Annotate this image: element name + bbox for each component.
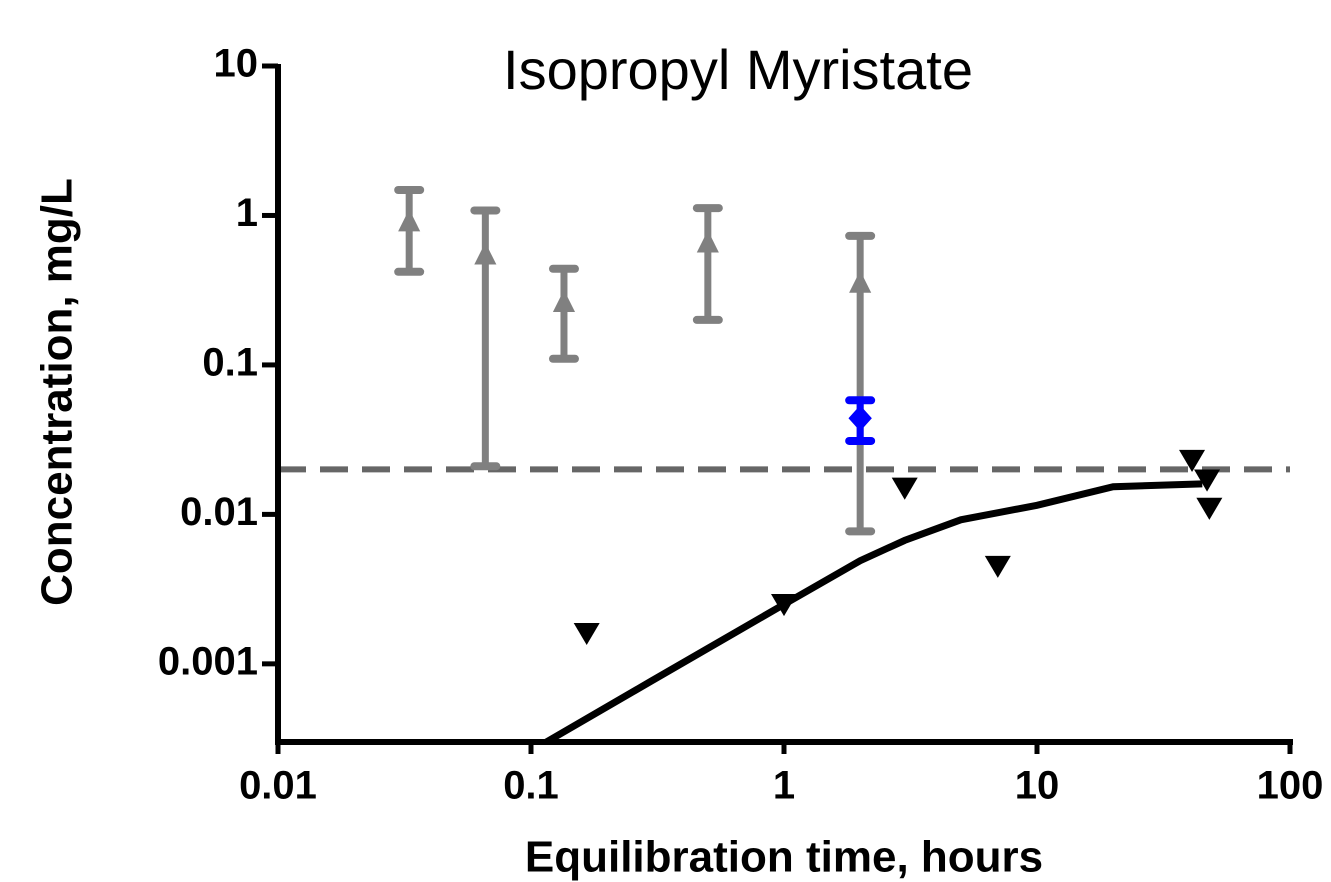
data-point — [848, 405, 872, 432]
data-point — [474, 242, 497, 265]
y-tick-label: 0.1 — [202, 340, 258, 384]
data-point — [984, 555, 1011, 578]
x-axis-title: Equilibration time, hours — [525, 833, 1043, 882]
y-tick-label: 10 — [214, 42, 259, 86]
fit-curve — [544, 480, 1203, 746]
chart-title: Isopropyl Myristate — [503, 38, 973, 101]
x-tick-label: 0.1 — [503, 764, 559, 808]
x-tick-label: 0.01 — [239, 764, 317, 808]
x-tick-label: 10 — [1015, 764, 1060, 808]
x-tick-label: 100 — [1257, 764, 1324, 808]
data-point — [573, 622, 600, 646]
data-point — [849, 270, 872, 293]
data-point — [398, 209, 421, 232]
x-tick-label: 1 — [773, 764, 795, 808]
data-point — [891, 477, 918, 500]
data-point — [1179, 449, 1206, 473]
y-axis-title: Concentration, mg/L — [33, 178, 82, 606]
y-tick-label: 0.001 — [158, 639, 258, 683]
data-point — [1196, 497, 1223, 520]
data-point — [552, 289, 576, 313]
y-tick-label: 0.01 — [180, 490, 258, 534]
y-tick-label: 1 — [236, 191, 258, 235]
data-point — [1194, 469, 1221, 492]
data-point — [696, 230, 719, 253]
